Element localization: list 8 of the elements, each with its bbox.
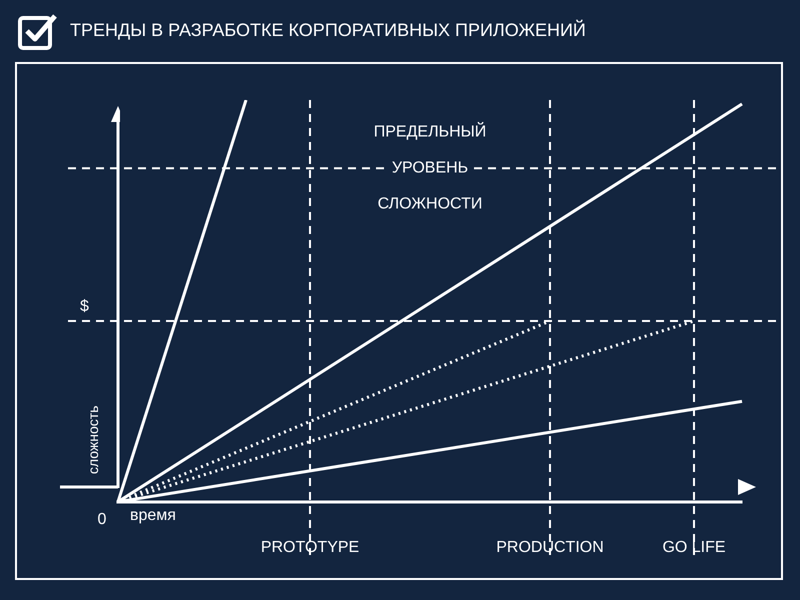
y-axis-title: сложность	[85, 406, 101, 474]
text: 0	[98, 510, 107, 528]
ref-line-label: $	[80, 298, 89, 315]
chart-title: ТРЕНДЫ В РАЗРАБОТКЕ КОРПОРАТИВНЫХ ПРИЛОЖЕНИЙ	[70, 20, 586, 41]
x-axis-title: время	[130, 506, 176, 524]
x-tick-label: PROTOTYPE	[260, 538, 360, 556]
ref-line-label: ПРЕДЕЛЬНЫЙ УРОВЕНЬ СЛОЖНОСТИ	[374, 122, 486, 213]
x-tick-label: PRODUCTION	[496, 538, 604, 556]
